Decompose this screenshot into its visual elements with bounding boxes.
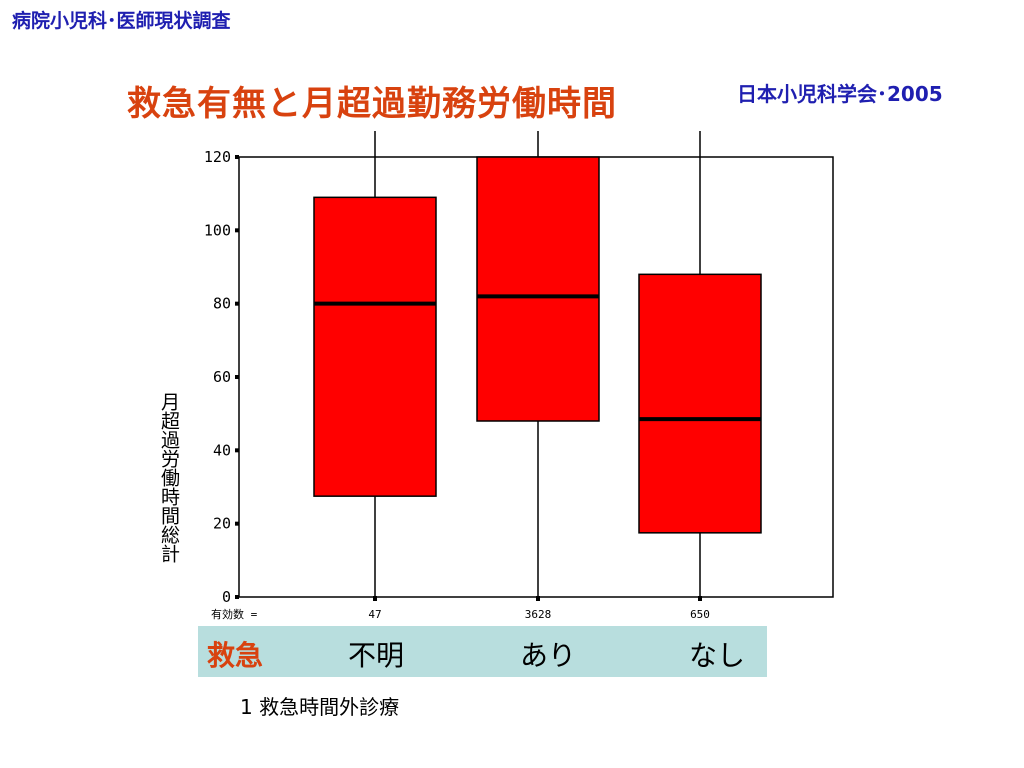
category-label-yes: あり	[520, 639, 577, 672]
society-label: 日本小児科学会･2005	[737, 82, 943, 106]
y-tick-label: 0	[222, 588, 231, 606]
y-tick-mark	[235, 301, 239, 306]
y-tick-label: 40	[213, 441, 231, 459]
category-band: 救急 不明 あり なし	[198, 626, 767, 677]
y-tick-label: 120	[204, 148, 231, 166]
count-label: 47	[368, 608, 381, 621]
y-tick-mark	[235, 521, 239, 526]
count-prefix: 有効数 =	[211, 607, 258, 621]
x-tick-mark	[373, 596, 377, 601]
header-title: 病院小児科･医師現状調査	[12, 10, 231, 32]
y-tick-mark	[235, 228, 239, 233]
y-axis-label: 月超過労働時間総計	[158, 392, 180, 563]
x-tick-mark	[698, 596, 702, 601]
x-tick-mark	[536, 596, 540, 601]
y-tick-label: 80	[213, 295, 231, 313]
x-axis-name: 救急	[207, 639, 264, 672]
box	[476, 156, 600, 422]
y-tick-mark	[235, 375, 239, 379]
chart-title: 救急有無と月超過勤務労働時間	[127, 84, 617, 124]
y-tick-label: 20	[213, 515, 231, 533]
count-label: 3628	[525, 608, 552, 621]
box	[638, 273, 762, 534]
footnote: 1 救急時間外診療	[240, 695, 400, 719]
category-label-unknown: 不明	[348, 639, 405, 672]
y-tick-mark	[235, 595, 239, 599]
category-label-no: なし	[689, 639, 746, 672]
y-tick-label: 60	[213, 368, 231, 386]
box	[313, 196, 437, 497]
y-tick-mark	[235, 155, 239, 159]
y-tick-mark	[235, 448, 239, 453]
count-label: 650	[690, 608, 710, 621]
y-tick-label: 100	[204, 221, 231, 239]
